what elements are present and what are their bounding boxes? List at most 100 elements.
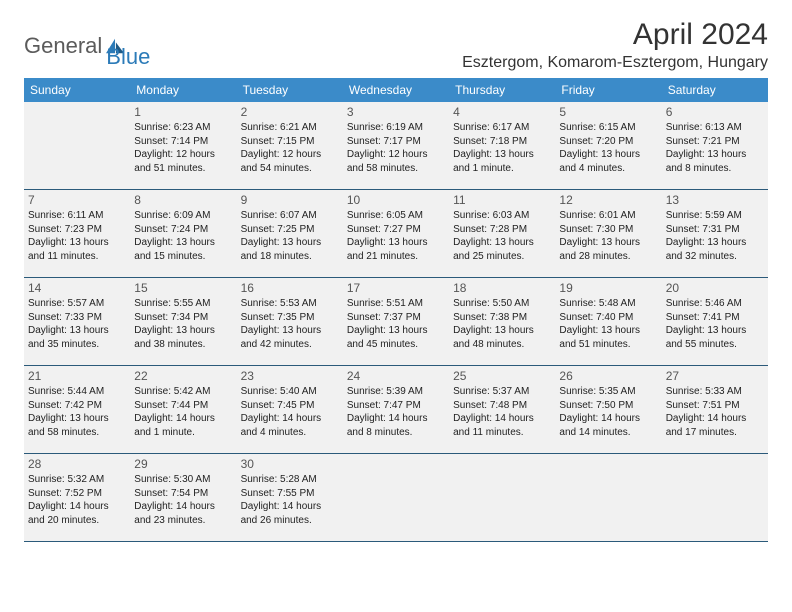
day1-text: Daylight: 13 hours: [241, 324, 339, 338]
day-number: 28: [28, 457, 126, 471]
sunset-text: Sunset: 7:50 PM: [559, 399, 657, 413]
sunset-text: Sunset: 7:48 PM: [453, 399, 551, 413]
calendar-cell: 30 Sunrise: 5:28 AMSunset: 7:55 PMDayligh…: [237, 454, 343, 542]
day2-text: and 58 minutes.: [347, 162, 445, 176]
sunset-text: Sunset: 7:37 PM: [347, 311, 445, 325]
calendar-cell: 24Sunrise: 5:39 AMSunset: 7:47 PMDayligh…: [343, 366, 449, 454]
day1-text: Daylight: 14 hours: [241, 500, 339, 514]
sunset-text: Sunset: 7:51 PM: [666, 399, 764, 413]
day2-text: and 42 minutes.: [241, 338, 339, 352]
sunset-text: Sunset: 7:15 PM: [241, 135, 339, 149]
calendar-cell: 26 Sunrise: 5:35 AMSunset: 7:50 PMDayligh…: [555, 366, 661, 454]
calendar-cell: 27Sunrise: 5:33 AMSunset: 7:51 PMDayligh…: [662, 366, 768, 454]
day-number: 21: [28, 369, 126, 383]
day-info: Sunrise: 5:50 AMSunset: 7:38 PMDaylight:…: [453, 297, 551, 351]
logo-text-general: General: [24, 33, 102, 59]
sunrise-text: Sunrise: 5:46 AM: [666, 297, 764, 311]
day-info: Sunrise: 5:40 AMSunset: 7:45 PMDaylight:…: [241, 385, 339, 439]
day-number: 7: [28, 193, 126, 207]
calendar-cell: 11Sunrise: 6:03 AMSunset: 7:28 PMDayligh…: [449, 190, 555, 278]
calendar-cell: 2Sunrise: 6:21 AMSunset: 7:15 PMDaylight…: [237, 102, 343, 190]
day1-text: Daylight: 13 hours: [28, 412, 126, 426]
sunrise-text: Sunrise: 5:37 AM: [453, 385, 551, 399]
day-info: Sunrise: 6:09 AMSunset: 7:24 PMDaylight:…: [134, 209, 232, 263]
day-header: Friday: [555, 78, 661, 102]
day-number: 8: [134, 193, 232, 207]
day-number: 23: [241, 369, 339, 383]
day-number: 15: [134, 281, 232, 295]
day-number: 25: [453, 369, 551, 383]
day1-text: Daylight: 14 hours: [453, 412, 551, 426]
sunset-text: Sunset: 7:54 PM: [134, 487, 232, 501]
day1-text: Daylight: 13 hours: [28, 324, 126, 338]
day-number: 20: [666, 281, 764, 295]
day-info: Sunrise: 5:35 AMSunset: 7:50 PMDaylight:…: [559, 385, 657, 439]
sunrise-text: Sunrise: 5:42 AM: [134, 385, 232, 399]
calendar-row: 21 Sunrise: 5:44 AMSunset: 7:42 PMDayligh…: [24, 366, 768, 454]
day-info: Sunrise: 5:57 AMSunset: 7:33 PMDaylight:…: [28, 297, 126, 351]
day2-text: and 4 minutes.: [559, 162, 657, 176]
calendar-cell: 29Sunrise: 5:30 AMSunset: 7:54 PMDayligh…: [130, 454, 236, 542]
day-info: Sunrise: 5:53 AMSunset: 7:35 PMDaylight:…: [241, 297, 339, 351]
day-number: 26: [559, 369, 657, 383]
day2-text: and 51 minutes.: [134, 162, 232, 176]
sunset-text: Sunset: 7:44 PM: [134, 399, 232, 413]
day-number: 30: [241, 457, 339, 471]
sunrise-text: Sunrise: 5:51 AM: [347, 297, 445, 311]
sunrise-text: Sunrise: 5:44 AM: [28, 385, 126, 399]
sunset-text: Sunset: 7:45 PM: [241, 399, 339, 413]
location-text: Esztergom, Komarom-Esztergom, Hungary: [462, 54, 768, 72]
day-number: 17: [347, 281, 445, 295]
day1-text: Daylight: 13 hours: [666, 324, 764, 338]
day2-text: and 20 minutes.: [28, 514, 126, 528]
day-header: Monday: [130, 78, 236, 102]
calendar-cell: 23 Sunrise: 5:40 AMSunset: 7:45 PMDayligh…: [237, 366, 343, 454]
day-info: Sunrise: 5:37 AMSunset: 7:48 PMDaylight:…: [453, 385, 551, 439]
day2-text: and 28 minutes.: [559, 250, 657, 264]
calendar-cell: 18Sunrise: 5:50 AMSunset: 7:38 PMDayligh…: [449, 278, 555, 366]
calendar-cell: 21 Sunrise: 5:44 AMSunset: 7:42 PMDayligh…: [24, 366, 130, 454]
day-number: 14: [28, 281, 126, 295]
day-info: Sunrise: 5:28 AMSunset: 7:55 PMDaylight:…: [241, 473, 339, 527]
day-info: Sunrise: 6:21 AMSunset: 7:15 PMDaylight:…: [241, 121, 339, 175]
day2-text: and 58 minutes.: [28, 426, 126, 440]
day-info: Sunrise: 5:33 AMSunset: 7:51 PMDaylight:…: [666, 385, 764, 439]
sunset-text: Sunset: 7:27 PM: [347, 223, 445, 237]
sunset-text: Sunset: 7:28 PM: [453, 223, 551, 237]
calendar-cell: 13Sunrise: 5:59 AMSunset: 7:31 PMDayligh…: [662, 190, 768, 278]
calendar-cell: 15Sunrise: 5:55 AMSunset: 7:34 PMDayligh…: [130, 278, 236, 366]
sunset-text: Sunset: 7:38 PM: [453, 311, 551, 325]
day1-text: Daylight: 13 hours: [666, 236, 764, 250]
day1-text: Daylight: 13 hours: [241, 236, 339, 250]
day-info: Sunrise: 5:44 AMSunset: 7:42 PMDaylight:…: [28, 385, 126, 439]
calendar-cell: [343, 454, 449, 542]
sunset-text: Sunset: 7:25 PM: [241, 223, 339, 237]
sunrise-text: Sunrise: 6:23 AM: [134, 121, 232, 135]
day1-text: Daylight: 13 hours: [134, 324, 232, 338]
sunrise-text: Sunrise: 5:55 AM: [134, 297, 232, 311]
day-number: 16: [241, 281, 339, 295]
day2-text: and 11 minutes.: [28, 250, 126, 264]
day1-text: Daylight: 12 hours: [134, 148, 232, 162]
sunrise-text: Sunrise: 6:21 AM: [241, 121, 339, 135]
day2-text: and 55 minutes.: [666, 338, 764, 352]
day-info: Sunrise: 5:48 AMSunset: 7:40 PMDaylight:…: [559, 297, 657, 351]
day2-text: and 11 minutes.: [453, 426, 551, 440]
day-number: 6: [666, 105, 764, 119]
calendar-cell: 16 Sunrise: 5:53 AMSunset: 7:35 PMDayligh…: [237, 278, 343, 366]
day-header-row: Sunday Monday Tuesday Wednesday Thursday…: [24, 78, 768, 102]
sunrise-text: Sunrise: 5:35 AM: [559, 385, 657, 399]
day-number: 4: [453, 105, 551, 119]
sunset-text: Sunset: 7:35 PM: [241, 311, 339, 325]
day-number: 9: [241, 193, 339, 207]
sunrise-text: Sunrise: 5:39 AM: [347, 385, 445, 399]
sunrise-text: Sunrise: 6:03 AM: [453, 209, 551, 223]
sunset-text: Sunset: 7:47 PM: [347, 399, 445, 413]
sunrise-text: Sunrise: 6:13 AM: [666, 121, 764, 135]
day2-text: and 23 minutes.: [134, 514, 232, 528]
page-title: April 2024: [462, 18, 768, 52]
calendar-cell: 5Sunrise: 6:15 AMSunset: 7:20 PMDaylight…: [555, 102, 661, 190]
calendar-row: 28Sunrise: 5:32 AMSunset: 7:52 PMDayligh…: [24, 454, 768, 542]
day2-text: and 25 minutes.: [453, 250, 551, 264]
day-number: 22: [134, 369, 232, 383]
